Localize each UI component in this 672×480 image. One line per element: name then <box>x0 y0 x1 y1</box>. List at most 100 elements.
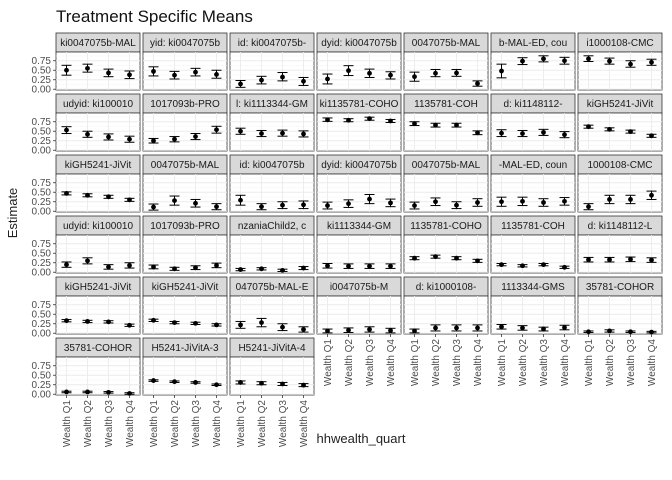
data-point <box>562 325 567 330</box>
y-tick-label: 0.00 <box>32 207 52 218</box>
data-point <box>214 127 219 133</box>
data-point <box>520 198 525 204</box>
x-tick-label: Wealth Q2 <box>170 400 181 447</box>
facet-strip-label: 1135781-COH <box>414 99 478 110</box>
data-point <box>499 262 504 268</box>
data-point <box>499 68 504 74</box>
y-tick-label: 0.50 <box>32 66 52 77</box>
facet-panel: 1000108-CMC <box>577 154 663 213</box>
facet-panel: 047075b-MAL-E <box>229 276 315 335</box>
data-point <box>475 130 480 136</box>
data-point <box>628 197 633 202</box>
data-point <box>520 325 525 331</box>
y-tick-label: 0.50 <box>32 371 52 382</box>
data-point <box>388 118 393 124</box>
data-point <box>346 68 351 74</box>
data-point <box>412 74 417 80</box>
facet-strip-label: 1017093b-PRO <box>150 221 220 232</box>
data-point <box>214 382 219 388</box>
data-point <box>106 70 111 76</box>
data-point <box>628 256 633 262</box>
x-tick-label: Wealth Q1 <box>323 339 334 386</box>
data-point <box>127 197 132 203</box>
facet-strip-label: b-MAL-ED, cou <box>499 38 567 49</box>
data-point <box>433 122 438 128</box>
data-point <box>280 324 285 330</box>
data-point <box>238 322 243 328</box>
data-point <box>454 122 459 128</box>
facet-strip-label: d: ki1148112-L <box>588 221 653 232</box>
facet-panel: ki1113344-GM <box>316 215 402 274</box>
data-point <box>106 319 111 325</box>
data-point <box>649 192 654 198</box>
facet-panel: udyid: ki100010 0.000.250.500.75 <box>32 215 141 279</box>
facet-plot-area <box>403 295 489 335</box>
data-point <box>301 327 306 332</box>
data-point <box>499 130 504 136</box>
facet-panel: yid: ki0047075b <box>142 32 228 91</box>
y-tick-label: 0.25 <box>32 75 52 86</box>
data-point <box>106 194 111 200</box>
facet-strip-label: kiGH5241-JiVit <box>587 99 654 110</box>
facet-panel: 35781-COHOR 0.000.250.500.75 Wealth Q1 Weal… <box>32 337 141 447</box>
data-point <box>280 381 285 387</box>
data-point <box>454 202 459 208</box>
data-point <box>64 67 69 73</box>
data-point <box>628 61 633 67</box>
data-point <box>127 136 132 142</box>
facet-strip-label: i1000108-CMC <box>586 38 653 49</box>
x-tick-label: Wealth Q2 <box>605 339 616 386</box>
data-point <box>85 389 90 395</box>
y-axis-title: Estimate <box>5 188 20 239</box>
y-tick-label: 0.00 <box>32 390 52 401</box>
data-point <box>607 197 612 202</box>
x-tick-label: Wealth Q2 <box>83 400 94 447</box>
data-point <box>499 324 504 330</box>
data-point <box>85 319 90 324</box>
facet-plot-area <box>490 295 576 335</box>
facet-panel: d: ki1148112- <box>490 93 576 152</box>
data-point <box>562 132 567 138</box>
data-point <box>325 328 330 334</box>
facet-panel: ki0047075b-MAL 0.000.250.500.75 <box>32 32 141 96</box>
facet-strip-label: ki0047075b-MAL <box>60 38 136 49</box>
facet-panel: dyid: ki0047075b <box>316 154 402 213</box>
data-point <box>127 263 132 268</box>
facet-panel: kiGH5241-JiVit <box>142 276 228 335</box>
facet-panel: 1113344-GMS Wealth Q1 Wealth Q2 Wealth Q3 We… <box>490 276 576 386</box>
y-tick-label: 0.50 <box>32 249 52 260</box>
data-point <box>151 68 156 74</box>
data-point <box>388 328 393 333</box>
facet-strip-label: id: ki0047075b <box>239 160 304 171</box>
y-tick-label: 0.75 <box>32 56 52 67</box>
data-point <box>433 254 438 260</box>
facet-panel: kiGH5241-JiVit <box>577 93 663 152</box>
y-tick-label: 0.25 <box>32 380 52 391</box>
data-point <box>607 328 612 334</box>
y-tick-label: 0.75 <box>32 361 52 372</box>
y-tick-label: 0.75 <box>32 300 52 311</box>
facet-strip-label: 047075b-MAL-E <box>236 282 309 293</box>
facet-panel: 1017093b-PRO <box>142 93 228 152</box>
data-point <box>214 322 219 328</box>
data-point <box>367 116 372 122</box>
x-tick-label: Wealth Q3 <box>104 400 115 447</box>
data-point <box>172 198 177 204</box>
data-point <box>346 327 351 333</box>
data-point <box>193 320 198 326</box>
x-tick-label: Wealth Q1 <box>497 339 508 386</box>
y-tick-label: 0.75 <box>32 239 52 250</box>
facet-panel: H5241-JiVitA-4 Wealth Q1 Wealth Q2 Wealth Q… <box>229 337 315 447</box>
facet-panel: d: ki1000108- Wealth Q1 Wealth Q2 Wealth Q3… <box>403 276 489 386</box>
data-point <box>562 58 567 64</box>
data-point <box>280 267 285 273</box>
data-point <box>649 133 654 139</box>
facet-plot-area <box>229 295 315 335</box>
data-point <box>346 201 351 207</box>
data-point <box>85 131 90 137</box>
facet-panel: 0047075b-MAL <box>403 32 489 91</box>
data-point <box>106 134 111 140</box>
facet-strip-label: id: ki0047075b- <box>238 38 306 49</box>
y-tick-label: 0.00 <box>32 85 52 96</box>
data-point <box>151 138 156 144</box>
